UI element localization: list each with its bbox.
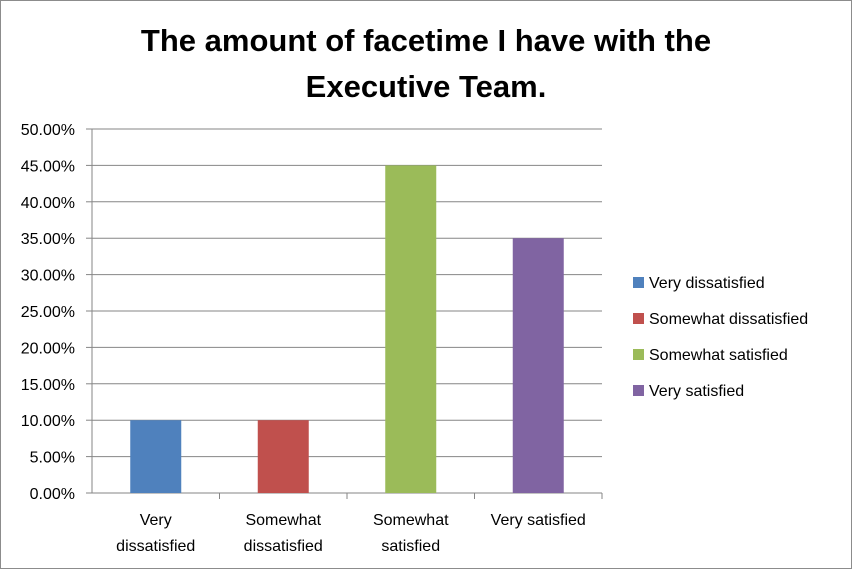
- legend-swatch: [633, 349, 644, 360]
- legend-label: Very satisfied: [649, 383, 744, 400]
- legend-label: Somewhat satisfied: [649, 347, 788, 364]
- category-label: Somewhat: [373, 512, 449, 529]
- bar: [512, 238, 564, 493]
- category-label: dissatisfied: [116, 538, 195, 555]
- legend-label: Somewhat dissatisfied: [649, 311, 808, 328]
- y-tick-label: 0.00%: [30, 486, 75, 503]
- bar: [130, 420, 182, 493]
- y-tick-labels: 0.00% 5.00% 10.00% 15.00% 20.00% 25.00% 30.00%…: [21, 122, 75, 503]
- y-tick-label: 25.00%: [21, 304, 75, 321]
- category-label: Very: [140, 512, 172, 529]
- y-tick-label: 30.00%: [21, 268, 75, 285]
- y-tick-label: 5.00%: [30, 450, 75, 467]
- category-label: dissatisfied: [244, 538, 323, 555]
- category-label: Very satisfied: [491, 512, 586, 529]
- legend-swatch: [633, 313, 644, 324]
- chart-title-line-1: The amount of facetime I have with the: [140, 23, 712, 58]
- y-tick-label: 50.00%: [21, 122, 75, 139]
- legend: Very dissatisfied Somewhat dissatisfied So…: [633, 275, 808, 400]
- y-tick-label: 15.00%: [21, 377, 75, 394]
- y-tick-label: 35.00%: [21, 231, 75, 248]
- category-labels: Very dissatisfied Somewhat dissatisfied Some…: [116, 512, 586, 555]
- y-tick-label: 45.00%: [21, 158, 75, 175]
- category-label: Somewhat: [245, 512, 321, 529]
- legend-swatch: [633, 385, 644, 396]
- y-tick-label: 20.00%: [21, 340, 75, 357]
- bar: [257, 420, 309, 493]
- legend-label: Very dissatisfied: [649, 275, 765, 292]
- bar: [385, 165, 437, 493]
- legend-swatch: [633, 277, 644, 288]
- category-label: satisfied: [381, 538, 440, 555]
- bars: [130, 165, 564, 493]
- chart-title-line-2: Executive Team.: [305, 69, 547, 104]
- chart-title: The amount of facetime I have with the E…: [0, 18, 852, 110]
- y-tick-label: 40.00%: [21, 195, 75, 212]
- y-tick-label: 10.00%: [21, 413, 75, 430]
